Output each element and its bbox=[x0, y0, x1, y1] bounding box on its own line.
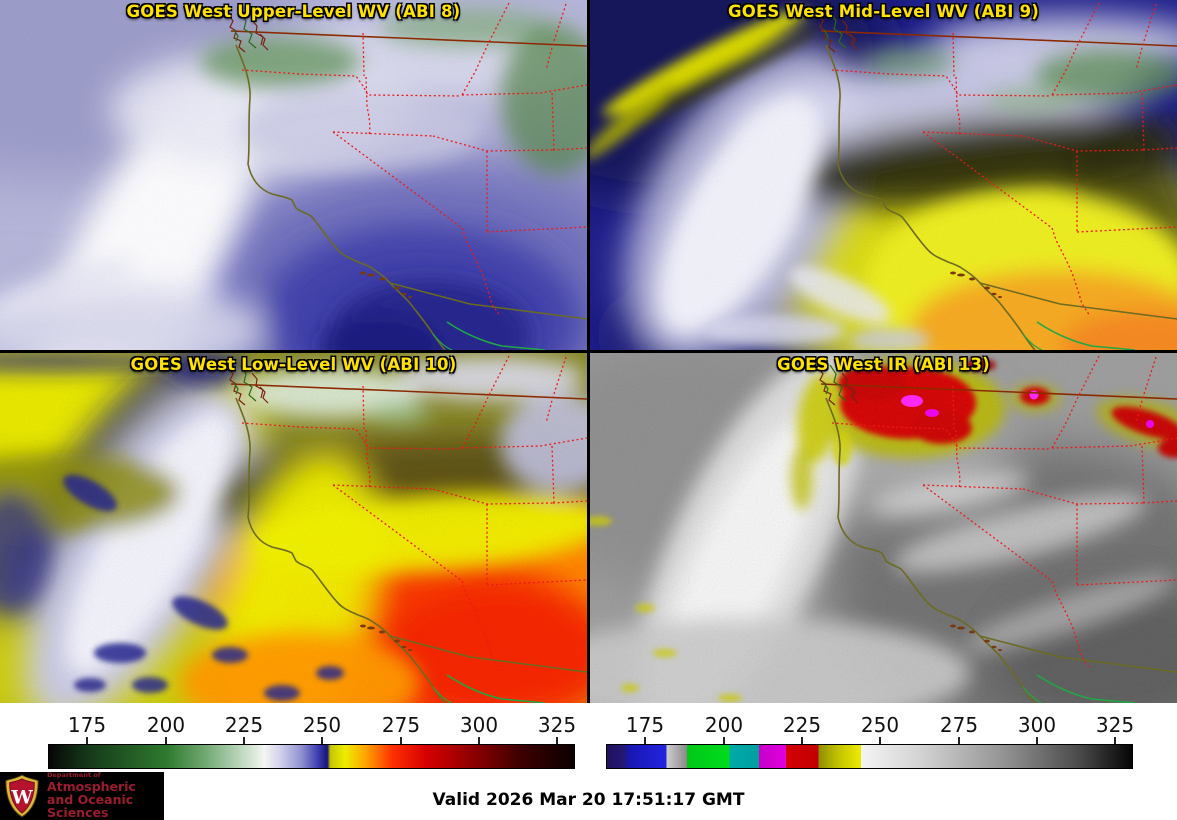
panel-title-abi8: GOES West Upper-Level WV (ABI 8) bbox=[126, 2, 461, 21]
wv-cbar-tick-label: 175 bbox=[67, 713, 107, 737]
logo-oceanic-line: and Oceanic Sciences bbox=[47, 792, 134, 820]
ir-cbar-tick-label: 225 bbox=[782, 713, 822, 737]
panel-low-level-wv: GOES West Low-Level WV (ABI 10) bbox=[0, 353, 587, 703]
panel-title-abi13: GOES West IR (ABI 13) bbox=[777, 355, 990, 374]
abi13-satellite-scene bbox=[590, 353, 1177, 703]
ir-cbar-tick-label: 275 bbox=[939, 713, 979, 737]
wv-cbar-tick-label: 250 bbox=[302, 713, 342, 737]
abi9-satellite-scene bbox=[590, 0, 1177, 350]
valid-time-label: Valid 2026 Mar 20 17:51:17 GMT bbox=[432, 790, 745, 810]
abi10-satellite-scene bbox=[0, 353, 587, 703]
tick-mark bbox=[644, 737, 646, 744]
logo-atmospheric-line: Atmospheric bbox=[47, 779, 136, 795]
footer: W Department of Atmospheric and Oceanic … bbox=[0, 770, 1177, 820]
panel-mid-level-wv: GOES West Mid-Level WV (ABI 9) bbox=[590, 0, 1177, 350]
wv-cbar-tick-label: 275 bbox=[381, 713, 421, 737]
tick-mark bbox=[165, 737, 167, 744]
ir-cbar-tick-label: 200 bbox=[704, 713, 744, 737]
tick-mark bbox=[556, 737, 558, 744]
wv-colorbar bbox=[48, 744, 575, 769]
wv-cbar-tick-label: 225 bbox=[224, 713, 264, 737]
tick-mark bbox=[879, 737, 881, 744]
tick-mark bbox=[723, 737, 725, 744]
panel-grid: GOES West Upper-Level WV (ABI 8) bbox=[0, 0, 1177, 703]
wv-cbar-tick-label: 300 bbox=[459, 713, 499, 737]
wv-cbar-tick-label: 200 bbox=[146, 713, 186, 737]
tick-mark bbox=[478, 737, 480, 744]
crest-letter: W bbox=[10, 787, 33, 809]
tick-mark bbox=[958, 737, 960, 744]
uw-crest-icon: W bbox=[5, 774, 39, 818]
tick-mark bbox=[801, 737, 803, 744]
tick-mark bbox=[86, 737, 88, 744]
panel-title-abi10: GOES West Low-Level WV (ABI 10) bbox=[130, 355, 457, 374]
tick-mark bbox=[400, 737, 402, 744]
panel-title-abi9: GOES West Mid-Level WV (ABI 9) bbox=[727, 2, 1040, 21]
ir-colorbar bbox=[606, 744, 1133, 769]
ir-cbar-tick-label: 175 bbox=[625, 713, 665, 737]
tick-mark bbox=[1114, 737, 1116, 744]
panel-upper-level-wv: GOES West Upper-Level WV (ABI 8) bbox=[0, 0, 587, 350]
panel-ir: GOES West IR (ABI 13) bbox=[590, 353, 1177, 703]
tick-mark bbox=[1036, 737, 1038, 744]
ir-cbar-tick-label: 300 bbox=[1017, 713, 1057, 737]
uw-aos-logo: W Department of Atmospheric and Oceanic … bbox=[0, 772, 164, 820]
logo-dept-line: Department of bbox=[47, 771, 101, 780]
abi8-satellite-scene bbox=[0, 0, 587, 350]
logo-text: Department of Atmospheric and Oceanic Sc… bbox=[47, 771, 164, 820]
tick-mark bbox=[321, 737, 323, 744]
colorbar-strip: 175 200 225 250 275 300 325 175 200 225 … bbox=[0, 703, 1177, 770]
wv-cbar-tick-label: 325 bbox=[537, 713, 577, 737]
ir-cbar-tick-label: 250 bbox=[860, 713, 900, 737]
ir-cbar-tick-label: 325 bbox=[1095, 713, 1135, 737]
tick-mark bbox=[243, 737, 245, 744]
